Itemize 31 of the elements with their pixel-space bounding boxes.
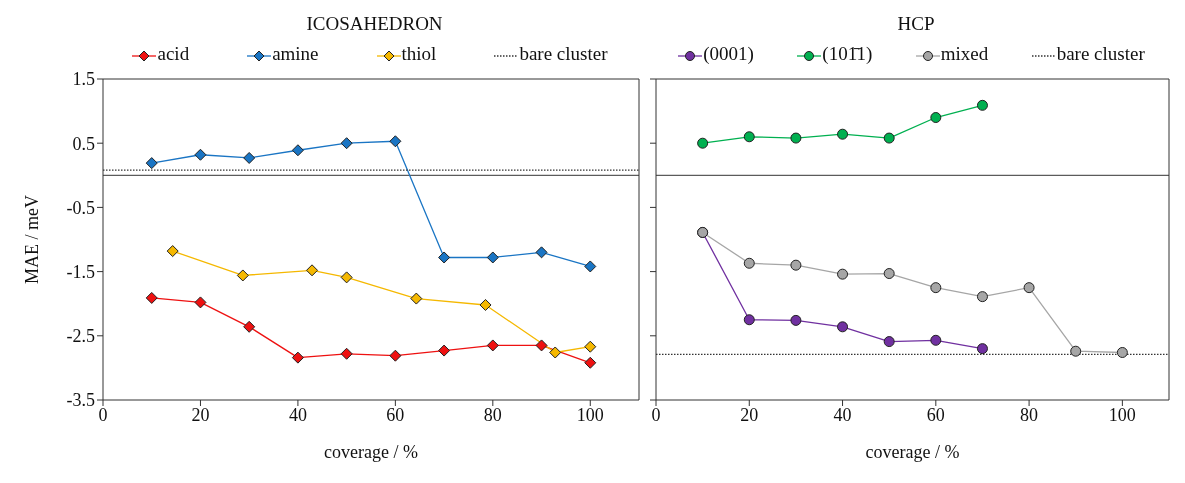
x-axis-title: coverage / % [865,442,960,462]
legend-label: (0001) [702,43,754,65]
y-tick-label: -1.5 [66,261,95,282]
x-tick-label: 80 [483,404,502,425]
y-tick-label: -0.5 [66,197,95,218]
chart-title: ICOSAHEDRON [305,12,444,36]
legend-label: (101̄1) [821,43,873,65]
x-tick-label: 40 [833,404,852,425]
y-tick-label: 0.5 [72,133,95,154]
x-tick-label: 100 [576,404,604,425]
x-tick-label: 80 [1020,404,1039,425]
x-tick-label: 40 [288,404,307,425]
x-tick-label: 100 [1108,404,1136,425]
legend-label: thiol [400,43,437,65]
x-tick-label: 20 [191,404,210,425]
y-tick-label: -2.5 [66,326,95,347]
x-tick-label: 60 [926,404,945,425]
y-axis-title: MAE / meV [22,195,43,284]
legend-label: acid [156,43,190,65]
legend-label: amine [271,43,319,65]
legend-label: bare cluster [1055,43,1145,65]
x-axis-title: coverage / % [324,442,418,462]
chart-title: HCP [896,12,936,36]
legend-label: bare cluster [518,43,608,65]
x-tick-label: 60 [386,404,405,425]
legend-label: mixed [939,43,989,65]
x-tick-label: 20 [740,404,759,425]
x-tick-label: 0 [651,404,661,425]
y-tick-label: -3.5 [66,390,95,411]
y-tick-label: 1.5 [72,69,95,90]
x-tick-label: 0 [98,404,108,425]
